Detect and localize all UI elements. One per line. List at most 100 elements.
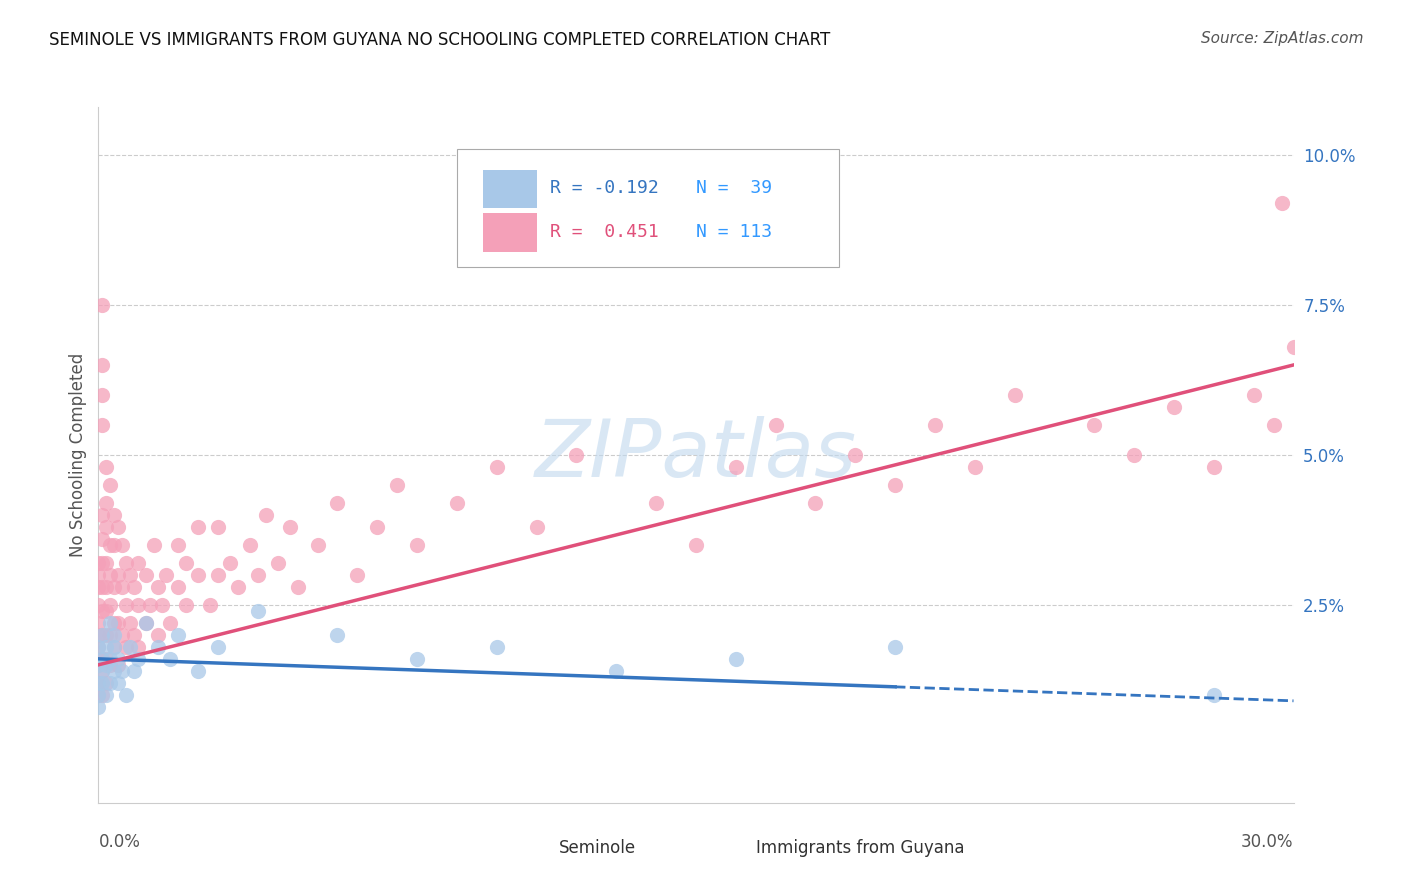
Point [219,556,242,570]
Point [98,615,122,630]
Point [87,567,110,582]
Point [98,567,122,582]
Point [103,538,125,552]
Point [98,628,122,642]
Point [120,615,142,630]
Point [124,664,146,678]
Point [107,567,129,582]
Point [96,640,118,654]
Point [103,664,125,678]
Point [87,580,110,594]
Point [124,580,146,594]
Point [1243,388,1265,402]
Point [91,688,114,702]
Point [111,538,134,552]
Point [98,652,122,666]
FancyBboxPatch shape [457,149,839,267]
Point [91,652,114,666]
Point [87,615,110,630]
Point [187,567,209,582]
Point [91,604,114,618]
Text: 30.0%: 30.0% [1241,833,1294,851]
Point [107,676,129,690]
Point [87,598,110,612]
Point [446,496,468,510]
Point [254,508,277,522]
Point [155,567,177,582]
Point [115,598,138,612]
Point [107,652,129,666]
Point [565,448,588,462]
Point [385,478,409,492]
Point [406,652,429,666]
Point [485,459,508,474]
Point [198,598,221,612]
Point [96,628,118,642]
Point [278,520,301,534]
Point [91,664,114,678]
Point [267,556,290,570]
Point [148,640,170,654]
Point [120,640,142,654]
Point [207,567,229,582]
Point [1263,417,1285,432]
Text: Seminole: Seminole [558,839,636,857]
Point [98,676,122,690]
Point [91,388,114,402]
Point [159,652,181,666]
Point [87,676,110,690]
Point [167,538,190,552]
Point [884,640,907,654]
Point [187,664,209,678]
Point [127,598,149,612]
Point [96,556,118,570]
Point [96,676,118,690]
Point [143,538,166,552]
Point [96,652,118,666]
Point [91,664,114,678]
Text: N = 113: N = 113 [696,223,772,241]
Text: Source: ZipAtlas.com: Source: ZipAtlas.com [1201,31,1364,46]
Point [91,358,114,372]
Point [103,508,125,522]
Point [98,598,122,612]
Text: N =  39: N = 39 [696,179,772,197]
Point [963,459,986,474]
Point [91,556,114,570]
Point [98,478,122,492]
Point [103,580,125,594]
Point [103,640,125,654]
Point [96,580,118,594]
Point [1004,388,1026,402]
Point [96,496,118,510]
Point [239,538,262,552]
Text: R =  0.451: R = 0.451 [550,223,659,241]
Point [1282,340,1305,354]
Point [103,640,125,654]
Point [91,508,114,522]
Point [98,538,122,552]
Point [91,628,114,642]
Point [87,676,110,690]
Point [87,657,110,672]
Point [724,652,747,666]
Point [150,598,173,612]
Point [366,520,388,534]
Point [406,538,429,552]
Point [287,580,309,594]
Point [346,567,368,582]
Point [124,628,146,642]
Point [167,628,190,642]
Point [91,628,114,642]
Y-axis label: No Schooling Completed: No Schooling Completed [69,353,87,557]
Point [884,478,907,492]
Point [605,664,627,678]
Bar [484,169,537,208]
Point [127,556,149,570]
Point [1202,459,1225,474]
Bar [709,836,744,861]
Point [139,598,162,612]
Point [844,448,866,462]
Point [98,657,122,672]
Point [115,556,138,570]
